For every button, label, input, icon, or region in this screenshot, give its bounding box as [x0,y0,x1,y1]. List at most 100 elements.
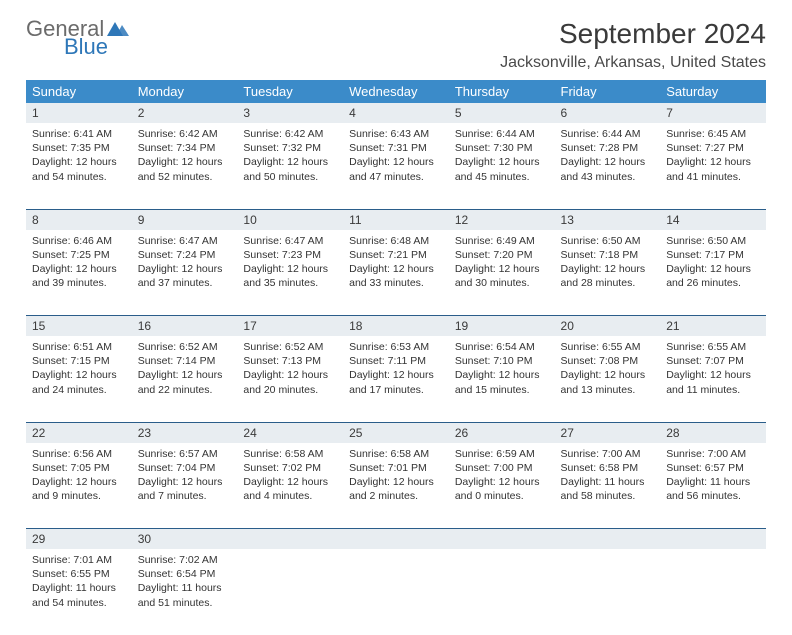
daylight-text: and 37 minutes. [138,276,232,290]
sunrise-text: Sunrise: 6:52 AM [138,340,232,354]
day-details: Sunrise: 6:52 AMSunset: 7:13 PMDaylight:… [237,336,343,405]
daylight-text: and 54 minutes. [32,170,126,184]
daylight-text: Daylight: 12 hours [243,155,337,169]
day-cell: Sunrise: 6:46 AMSunset: 7:25 PMDaylight:… [26,230,132,316]
daylight-text: and 7 minutes. [138,489,232,503]
page-title: September 2024 [500,18,766,50]
day-number: 19 [449,316,555,337]
day-details: Sunrise: 6:57 AMSunset: 7:04 PMDaylight:… [132,443,238,512]
day-number: 3 [237,103,343,123]
daynum-row: 22232425262728 [26,422,766,443]
day-details: Sunrise: 6:49 AMSunset: 7:20 PMDaylight:… [449,230,555,299]
sunset-text: Sunset: 7:18 PM [561,248,655,262]
sunset-text: Sunset: 7:34 PM [138,141,232,155]
day-number: 29 [26,529,132,550]
sunrise-text: Sunrise: 6:43 AM [349,127,443,141]
day-cell: Sunrise: 6:57 AMSunset: 7:04 PMDaylight:… [132,443,238,529]
day-number: 15 [26,316,132,337]
sunrise-text: Sunrise: 6:48 AM [349,234,443,248]
daylight-text: Daylight: 12 hours [455,368,549,382]
daylight-text: Daylight: 12 hours [32,262,126,276]
day-cell: Sunrise: 6:50 AMSunset: 7:17 PMDaylight:… [660,230,766,316]
day-number: 30 [132,529,238,550]
daylight-text: Daylight: 12 hours [243,262,337,276]
day-cell: Sunrise: 6:45 AMSunset: 7:27 PMDaylight:… [660,123,766,209]
sunrise-text: Sunrise: 6:46 AM [32,234,126,248]
sunrise-text: Sunrise: 6:51 AM [32,340,126,354]
day-number: 26 [449,422,555,443]
daylight-text: Daylight: 12 hours [243,368,337,382]
daylight-text: and 11 minutes. [666,383,760,397]
daylight-text: Daylight: 12 hours [349,262,443,276]
sunset-text: Sunset: 6:58 PM [561,461,655,475]
sunrise-text: Sunrise: 7:00 AM [666,447,760,461]
location-text: Jacksonville, Arkansas, United States [500,54,766,72]
daylight-text: Daylight: 12 hours [32,155,126,169]
calendar-table: Sunday Monday Tuesday Wednesday Thursday… [26,80,766,635]
daylight-text: and 22 minutes. [138,383,232,397]
day-details: Sunrise: 6:42 AMSunset: 7:32 PMDaylight:… [237,123,343,192]
sunrise-text: Sunrise: 6:44 AM [561,127,655,141]
daynum-row: 891011121314 [26,209,766,230]
daynum-row: 2930 [26,529,766,550]
day-cell: Sunrise: 6:47 AMSunset: 7:24 PMDaylight:… [132,230,238,316]
day-details: Sunrise: 6:46 AMSunset: 7:25 PMDaylight:… [26,230,132,299]
day-number: 21 [660,316,766,337]
day-cell: Sunrise: 6:44 AMSunset: 7:30 PMDaylight:… [449,123,555,209]
day-details: Sunrise: 6:56 AMSunset: 7:05 PMDaylight:… [26,443,132,512]
day-details: Sunrise: 6:41 AMSunset: 7:35 PMDaylight:… [26,123,132,192]
day-number: 20 [555,316,661,337]
sunset-text: Sunset: 7:24 PM [138,248,232,262]
sunset-text: Sunset: 7:25 PM [32,248,126,262]
day-number [660,529,766,550]
daylight-text: and 30 minutes. [455,276,549,290]
day-number: 13 [555,209,661,230]
daylight-text: and 47 minutes. [349,170,443,184]
day-details: Sunrise: 7:00 AMSunset: 6:57 PMDaylight:… [660,443,766,512]
daylight-text: and 15 minutes. [455,383,549,397]
daynum-row: 15161718192021 [26,316,766,337]
daylight-text: Daylight: 12 hours [32,475,126,489]
daylight-text: Daylight: 12 hours [561,368,655,382]
daylight-text: Daylight: 12 hours [666,155,760,169]
daylight-text: Daylight: 11 hours [32,581,126,595]
daylight-text: Daylight: 12 hours [349,155,443,169]
day-cell [555,549,661,635]
daylight-text: and 9 minutes. [32,489,126,503]
day-cell: Sunrise: 6:47 AMSunset: 7:23 PMDaylight:… [237,230,343,316]
daylight-text: Daylight: 12 hours [138,368,232,382]
day-cell [660,549,766,635]
day-details: Sunrise: 7:00 AMSunset: 6:58 PMDaylight:… [555,443,661,512]
day-cell: Sunrise: 6:44 AMSunset: 7:28 PMDaylight:… [555,123,661,209]
daylight-text: and 35 minutes. [243,276,337,290]
day-header: Monday [132,80,238,103]
daylight-text: Daylight: 12 hours [666,368,760,382]
day-header: Sunday [26,80,132,103]
logo-text-blue: Blue [64,36,129,58]
sunset-text: Sunset: 7:14 PM [138,354,232,368]
day-number: 6 [555,103,661,123]
day-details: Sunrise: 6:45 AMSunset: 7:27 PMDaylight:… [660,123,766,192]
sunset-text: Sunset: 7:30 PM [455,141,549,155]
day-cell [343,549,449,635]
day-details: Sunrise: 6:58 AMSunset: 7:01 PMDaylight:… [343,443,449,512]
daylight-text: and 13 minutes. [561,383,655,397]
day-cell: Sunrise: 6:54 AMSunset: 7:10 PMDaylight:… [449,336,555,422]
day-number: 7 [660,103,766,123]
day-cell: Sunrise: 6:51 AMSunset: 7:15 PMDaylight:… [26,336,132,422]
sunset-text: Sunset: 7:07 PM [666,354,760,368]
day-cell: Sunrise: 6:42 AMSunset: 7:32 PMDaylight:… [237,123,343,209]
header: General Blue September 2024 Jacksonville… [26,18,766,72]
day-details: Sunrise: 6:55 AMSunset: 7:08 PMDaylight:… [555,336,661,405]
day-details: Sunrise: 6:44 AMSunset: 7:30 PMDaylight:… [449,123,555,192]
sunset-text: Sunset: 7:01 PM [349,461,443,475]
day-cell: Sunrise: 6:59 AMSunset: 7:00 PMDaylight:… [449,443,555,529]
day-details: Sunrise: 7:01 AMSunset: 6:55 PMDaylight:… [26,549,132,618]
daylight-text: and 51 minutes. [138,596,232,610]
day-details: Sunrise: 6:55 AMSunset: 7:07 PMDaylight:… [660,336,766,405]
day-number: 17 [237,316,343,337]
daylight-text: Daylight: 12 hours [455,155,549,169]
day-cell: Sunrise: 6:53 AMSunset: 7:11 PMDaylight:… [343,336,449,422]
sunset-text: Sunset: 7:17 PM [666,248,760,262]
day-cell: Sunrise: 6:50 AMSunset: 7:18 PMDaylight:… [555,230,661,316]
